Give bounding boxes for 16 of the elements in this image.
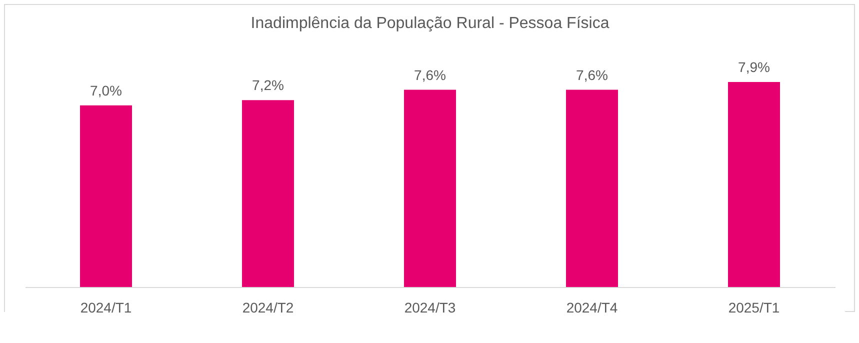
data-label: 7,2% [252, 77, 284, 94]
data-label: 7,6% [414, 66, 446, 83]
data-label: 7,6% [576, 66, 608, 83]
x-tick-label: 2024/T1 [80, 300, 132, 316]
bar [80, 105, 132, 287]
bar [404, 90, 456, 287]
chart-title: Inadimplência da População Rural - Pessoa Física [250, 15, 610, 32]
x-tick-label: 2024/T3 [404, 300, 456, 316]
x-tick-label: 2024/T2 [242, 300, 294, 316]
data-label: 7,9% [738, 59, 770, 75]
bar [728, 82, 780, 287]
x-tick-label: 2024/T4 [566, 300, 618, 316]
bar [242, 100, 294, 287]
x-tick-label: 2025/T1 [728, 300, 780, 316]
bar [566, 90, 618, 287]
data-label: 7,0% [90, 82, 122, 98]
